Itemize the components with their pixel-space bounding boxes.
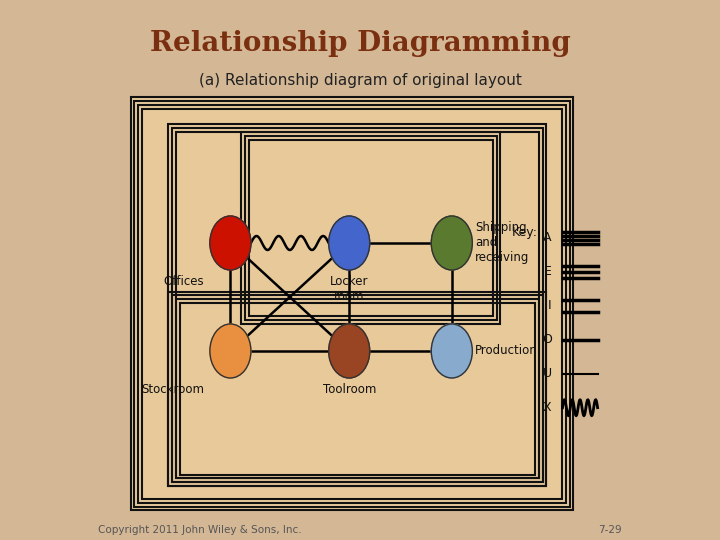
Bar [176,299,539,478]
Bar [241,132,500,324]
Text: Toolroom: Toolroom [323,383,376,396]
Text: E: E [544,265,552,278]
Text: (a) Relationship diagram of original layout: (a) Relationship diagram of original lay… [199,73,521,88]
Bar [245,136,497,320]
Text: O: O [542,333,552,346]
Text: Production: Production [475,345,538,357]
Text: A: A [543,231,552,244]
Bar [168,292,546,486]
Text: Offices: Offices [164,275,204,288]
Bar [172,128,543,482]
Bar [180,303,535,475]
Text: Stockroom: Stockroom [141,383,204,396]
Text: I: I [548,299,552,312]
Ellipse shape [328,216,370,270]
Ellipse shape [210,216,251,270]
Ellipse shape [431,216,472,270]
Ellipse shape [431,324,472,378]
Ellipse shape [210,324,251,378]
Bar [142,109,562,499]
Bar [134,101,570,507]
Text: Relationship Diagramming: Relationship Diagramming [150,30,570,57]
Bar [168,124,546,486]
Text: Copyright 2011 John Wiley & Sons, Inc.: Copyright 2011 John Wiley & Sons, Inc. [98,524,302,535]
Text: Shipping
and
receiving: Shipping and receiving [475,221,529,265]
Ellipse shape [328,324,370,378]
Text: Key:: Key: [512,226,539,239]
Bar [172,295,543,482]
Bar [130,97,573,510]
Bar [138,105,566,503]
Text: Locker
room: Locker room [330,275,369,303]
Text: U: U [543,367,552,380]
Bar [249,140,493,316]
Bar [176,132,539,478]
Bar [130,97,573,510]
Text: X: X [543,401,552,414]
Text: 7-29: 7-29 [598,524,622,535]
